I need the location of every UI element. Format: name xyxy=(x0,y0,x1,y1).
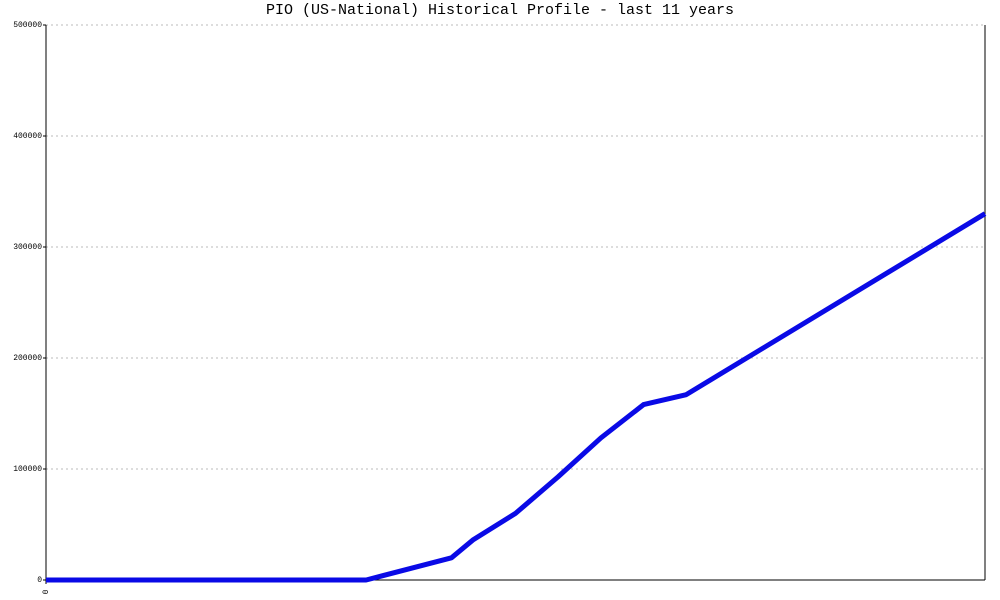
y-tick-label: 200000 xyxy=(13,354,42,363)
chart-title: PIO (US-National) Historical Profile - l… xyxy=(266,2,734,19)
data-line xyxy=(46,211,987,583)
x-tick-label: 0 xyxy=(42,589,51,594)
y-tick-label: 500000 xyxy=(13,21,42,30)
y-tick-label: 400000 xyxy=(13,132,42,141)
y-tick-label: 0 xyxy=(37,576,42,585)
y-tick-label: 300000 xyxy=(13,243,42,252)
y-tick-label: 100000 xyxy=(13,465,42,474)
